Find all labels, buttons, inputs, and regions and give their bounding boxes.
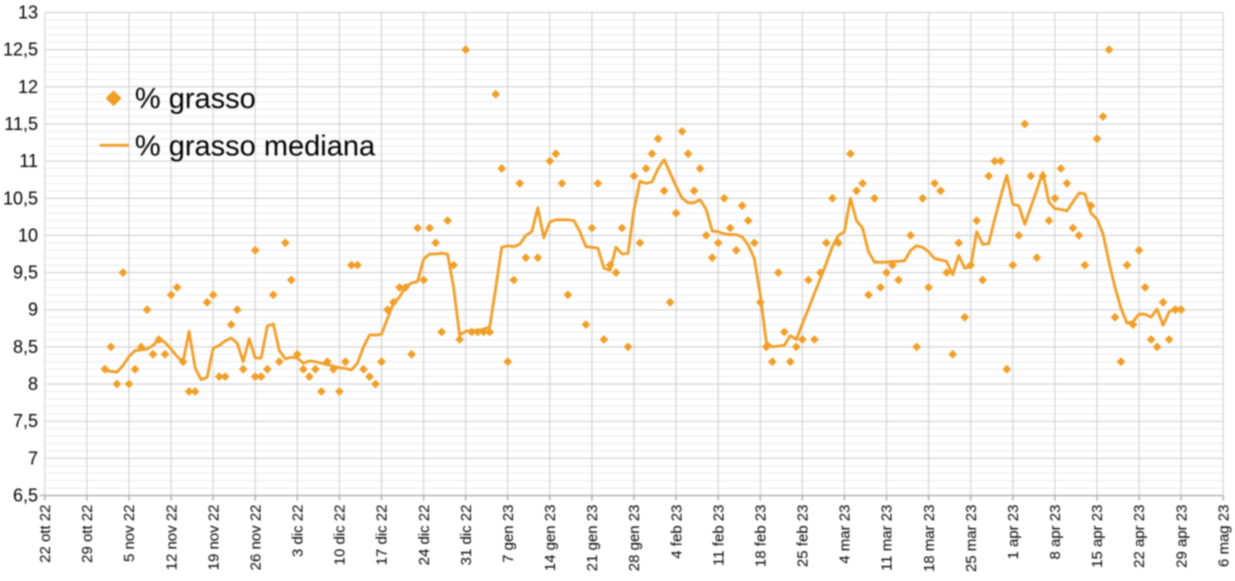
svg-text:6 mag 23: 6 mag 23 [1215,505,1232,568]
svg-text:8: 8 [28,374,38,394]
svg-text:26 nov 22: 26 nov 22 [247,505,264,571]
svg-text:6,5: 6,5 [13,486,38,506]
svg-text:29 apr 23: 29 apr 23 [1173,505,1190,568]
svg-text:11,5: 11,5 [4,114,38,134]
svg-text:1 apr 23: 1 apr 23 [1005,505,1022,560]
svg-text:18 mar 23: 18 mar 23 [921,505,938,573]
svg-text:4 mar 23: 4 mar 23 [837,505,854,564]
svg-text:3 dic 22: 3 dic 22 [290,505,307,558]
svg-text:15 apr 23: 15 apr 23 [1089,505,1106,568]
svg-text:19 nov 22: 19 nov 22 [205,505,222,571]
svg-text:21 gen 23: 21 gen 23 [584,505,601,572]
svg-text:17 dic 22: 17 dic 22 [374,505,391,566]
svg-text:28 gen 23: 28 gen 23 [626,505,643,572]
svg-text:12: 12 [18,77,38,97]
svg-text:7 gen 23: 7 gen 23 [500,505,517,563]
svg-text:25 mar 23: 25 mar 23 [963,505,980,573]
svg-text:24 dic 22: 24 dic 22 [416,505,433,566]
svg-text:9,5: 9,5 [13,263,38,283]
svg-text:22 apr 23: 22 apr 23 [1131,505,1148,568]
svg-text:5 nov 22: 5 nov 22 [121,505,138,563]
svg-text:13: 13 [18,3,38,23]
svg-text:12,5: 12,5 [3,40,38,60]
svg-text:22 ott 22: 22 ott 22 [37,505,54,563]
svg-text:14 gen 23: 14 gen 23 [542,505,559,572]
svg-text:9: 9 [28,300,38,320]
svg-text:10: 10 [18,225,38,245]
svg-text:11 mar 23: 11 mar 23 [879,505,896,571]
svg-text:18 feb 23: 18 feb 23 [753,505,770,568]
svg-text:29 ott 22: 29 ott 22 [79,505,96,563]
svg-text:11: 11 [19,151,38,171]
svg-text:25 feb 23: 25 feb 23 [795,505,812,568]
svg-text:12 nov 22: 12 nov 22 [163,505,180,571]
svg-text:31 dic 22: 31 dic 22 [458,505,475,566]
svg-text:4 feb 23: 4 feb 23 [668,505,685,559]
svg-text:7,5: 7,5 [13,411,38,431]
svg-text:10,5: 10,5 [3,188,38,208]
svg-text:10 dic 22: 10 dic 22 [332,505,349,566]
svg-text:8 apr 23: 8 apr 23 [1047,505,1064,560]
svg-text:8,5: 8,5 [13,337,38,357]
svg-text:% grasso mediana: % grasso mediana [135,130,376,162]
svg-text:7: 7 [28,448,38,468]
svg-text:% grasso: % grasso [135,83,256,115]
svg-text:11 feb 23: 11 feb 23 [710,505,727,566]
